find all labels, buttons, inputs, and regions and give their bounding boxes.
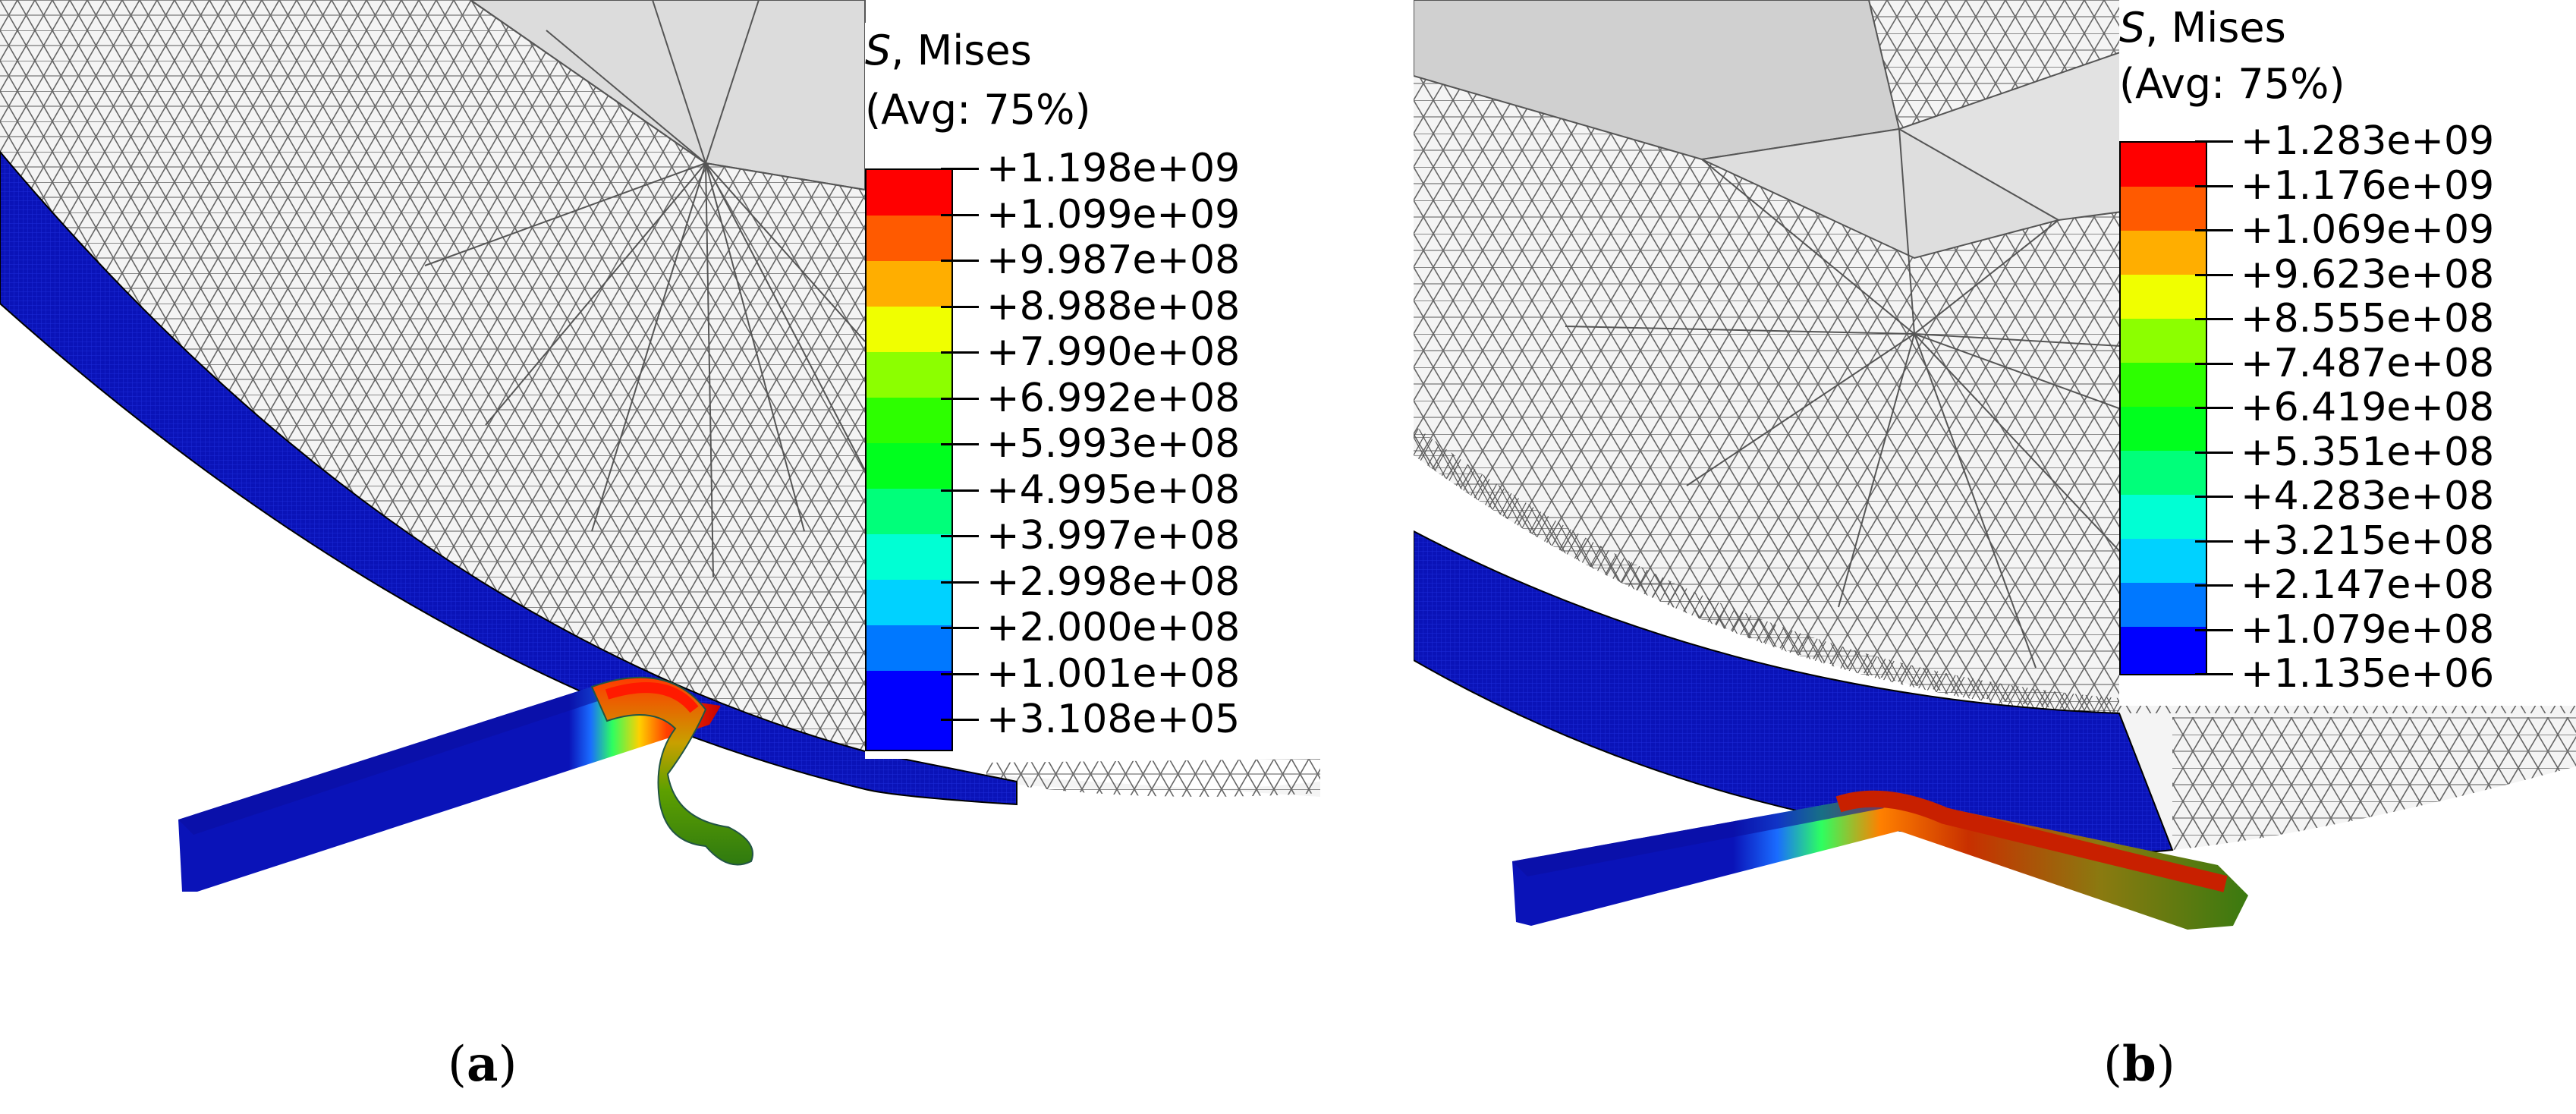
- panel-a: S, Mises (Avg: 75%) +1.198e+09 +1.099e+09…: [0, 0, 1320, 987]
- legend-value-label: +7.990e+08: [986, 329, 1241, 375]
- legend-tick: [2195, 628, 2233, 631]
- legend-tick: [2195, 407, 2233, 409]
- legend-value-label: +1.079e+08: [2241, 606, 2495, 653]
- legend-value-label: +5.993e+08: [986, 421, 1241, 467]
- legend-value-label: +3.108e+05: [986, 697, 1241, 742]
- legend-value-label: +1.001e+08: [986, 650, 1241, 697]
- stress-legend-a: S, Mises (Avg: 75%) +1.198e+09 +1.099e+09…: [865, 23, 1320, 759]
- legend-tick: [941, 489, 979, 492]
- legend-tick: [2195, 318, 2233, 320]
- legend-tick: [941, 305, 979, 308]
- legend-value-label: +5.351e+08: [2241, 429, 2495, 475]
- legend-tick: [2195, 540, 2233, 543]
- legend-value-label: +4.283e+08: [2241, 474, 2495, 519]
- legend-title-a: S, Mises: [865, 27, 1032, 74]
- legend-value-label: +1.176e+09: [2241, 162, 2495, 209]
- legend-value-label: +1.135e+06: [2241, 651, 2495, 697]
- legend-value-label: +1.198e+09: [986, 146, 1241, 191]
- legend-value-label: +3.997e+08: [986, 513, 1241, 559]
- fe-model-a: [0, 0, 1320, 892]
- wheel-rim-a: [0, 150, 1018, 806]
- radial-mesh-lines-b: [1565, 128, 2249, 669]
- legend-tick: [941, 443, 979, 445]
- legend-value-label: +2.998e+08: [986, 559, 1241, 605]
- legend-tick: [2195, 584, 2233, 587]
- stress-legend-b: S, Mises (Avg: 75%) +1.283e+09 +1.176e+09…: [2119, 0, 2576, 706]
- radial-mesh-lines-a: [424, 0, 866, 577]
- legend-tick: [2195, 184, 2233, 187]
- panel-b: S, Mises (Avg: 75%) +1.283e+09 +1.176e+09…: [1414, 0, 2576, 987]
- legend-tick: [941, 535, 979, 537]
- legend-value-label: +8.988e+08: [986, 283, 1241, 329]
- legend-value-label: +2.000e+08: [986, 605, 1241, 650]
- caption-a: (a): [448, 1036, 517, 1093]
- legend-value-label: +1.099e+09: [986, 191, 1241, 238]
- legend-value-label: +9.987e+08: [986, 238, 1241, 283]
- legend-value-label: +8.555e+08: [2241, 296, 2495, 341]
- legend-value-label: +6.992e+08: [986, 375, 1241, 421]
- legend-value-label: +2.147e+08: [2241, 562, 2495, 608]
- legend-value-label: +3.215e+08: [2241, 518, 2495, 564]
- legend-value-label: +1.069e+09: [2241, 207, 2495, 253]
- legend-tick: [2195, 673, 2233, 675]
- legend-tick: [941, 213, 979, 216]
- caption-b: (b): [2103, 1036, 2175, 1093]
- legend-value-label: +4.995e+08: [986, 467, 1241, 513]
- legend-tick: [941, 719, 979, 721]
- legend-averaging-b: (Avg: 75%): [2119, 60, 2345, 108]
- legend-value-label: +9.623e+08: [2241, 251, 2495, 297]
- legend-value-label: +6.419e+08: [2241, 385, 2495, 430]
- legend-tick: [941, 627, 979, 629]
- legend-tick: [2195, 273, 2233, 276]
- legend-value-label: +7.487e+08: [2241, 340, 2495, 386]
- legend-tick: [941, 397, 979, 400]
- legend-tick: [941, 351, 979, 354]
- legend-tick: [941, 672, 979, 675]
- legend-tick: [2195, 229, 2233, 231]
- deformed-bar-a: [178, 676, 753, 892]
- legend-value-label: +1.283e+09: [2241, 118, 2495, 164]
- legend-tick: [941, 260, 979, 262]
- legend-tick: [2195, 362, 2233, 365]
- legend-tick: [941, 168, 979, 170]
- legend-tick: [2195, 496, 2233, 498]
- legend-averaging-a: (Avg: 75%): [865, 86, 1091, 134]
- color-bar-b: [2119, 141, 2207, 675]
- legend-tick: [2195, 451, 2233, 454]
- color-bar-a: [865, 168, 953, 751]
- deformed-bar-b: [1512, 790, 2248, 930]
- legend-tick: [2195, 140, 2233, 143]
- legend-tick: [941, 581, 979, 584]
- legend-title-b: S, Mises: [2119, 4, 2286, 52]
